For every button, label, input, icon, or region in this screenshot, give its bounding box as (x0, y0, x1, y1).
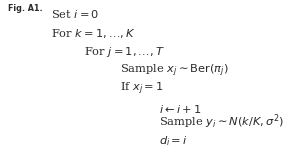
Text: For $j = 1, \ldots, T$: For $j = 1, \ldots, T$ (84, 45, 165, 59)
Text: If $x_j = 1$: If $x_j = 1$ (120, 80, 164, 97)
Text: For $k = 1, \ldots, K$: For $k = 1, \ldots, K$ (51, 27, 136, 40)
Text: Set $i = 0$: Set $i = 0$ (51, 8, 99, 20)
Text: Sample $y_i \sim N(k/K, \sigma^2)$: Sample $y_i \sim N(k/K, \sigma^2)$ (159, 113, 284, 131)
Text: Fig. A1.: Fig. A1. (8, 4, 42, 13)
Text: $i \leftarrow i + 1$: $i \leftarrow i + 1$ (159, 103, 201, 115)
Text: Sample $x_j \sim \mathrm{Ber}(\pi_j)$: Sample $x_j \sim \mathrm{Ber}(\pi_j)$ (120, 62, 229, 79)
Text: $d_i = i$: $d_i = i$ (159, 134, 188, 148)
